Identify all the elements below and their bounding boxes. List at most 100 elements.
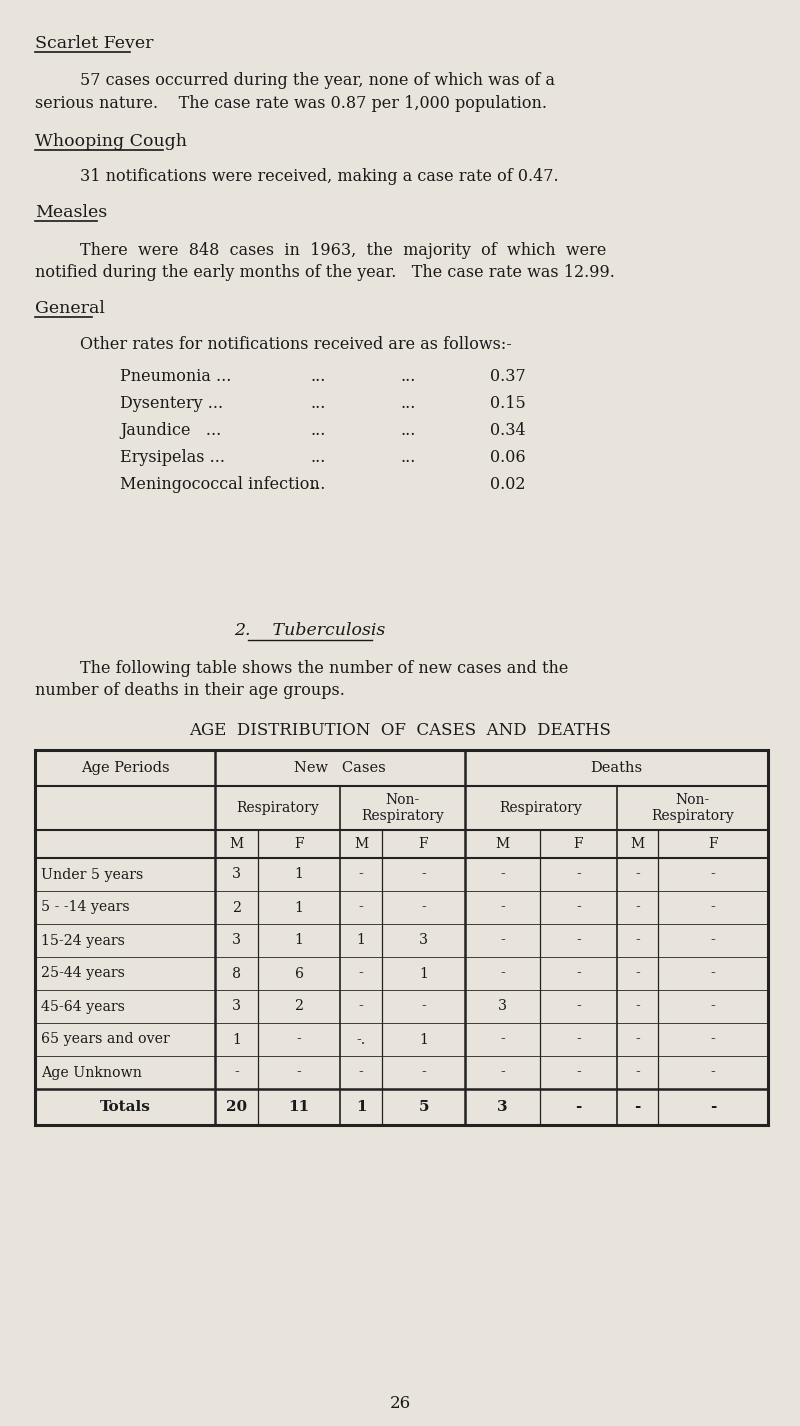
Text: -: - (297, 1065, 302, 1079)
Text: -: - (635, 1032, 640, 1047)
Text: The following table shows the number of new cases and the: The following table shows the number of … (80, 660, 568, 677)
Text: -: - (500, 934, 505, 947)
Text: 0.02: 0.02 (490, 476, 526, 493)
Text: 15-24 years: 15-24 years (41, 934, 125, 947)
Text: Erysipelas ...: Erysipelas ... (120, 449, 225, 466)
Text: -: - (635, 934, 640, 947)
Text: M: M (495, 837, 510, 851)
Text: -: - (710, 934, 715, 947)
Text: 3: 3 (497, 1099, 508, 1114)
Text: 6: 6 (294, 967, 303, 981)
Text: -: - (576, 1000, 581, 1014)
Text: 0.15: 0.15 (490, 395, 526, 412)
Text: -: - (576, 967, 581, 981)
Text: -: - (634, 1099, 641, 1114)
Text: 0.34: 0.34 (490, 422, 526, 439)
Text: 1: 1 (294, 934, 303, 947)
Text: -: - (358, 900, 363, 914)
Text: -: - (710, 1032, 715, 1047)
Text: serious nature.    The case rate was 0.87 per 1,000 population.: serious nature. The case rate was 0.87 p… (35, 96, 547, 113)
Text: -: - (710, 867, 715, 881)
Text: ...: ... (400, 422, 415, 439)
Text: -: - (576, 1032, 581, 1047)
Text: -: - (576, 867, 581, 881)
Text: 1: 1 (357, 934, 366, 947)
Text: Respiratory: Respiratory (236, 801, 319, 816)
Text: 1: 1 (232, 1032, 241, 1047)
Text: -: - (710, 1065, 715, 1079)
Text: ...: ... (310, 368, 326, 385)
Bar (35, 750, 768, 1125)
Text: -.: -. (356, 1032, 366, 1047)
Text: Other rates for notifications received are as follows:-: Other rates for notifications received a… (80, 337, 512, 354)
Text: 2.    Tuberculosis: 2. Tuberculosis (234, 622, 386, 639)
Text: ...: ... (310, 449, 326, 466)
Text: -: - (710, 1000, 715, 1014)
Text: -: - (635, 1065, 640, 1079)
Text: -: - (358, 1000, 363, 1014)
Text: F: F (418, 837, 428, 851)
Text: 1: 1 (294, 867, 303, 881)
Text: -: - (500, 1065, 505, 1079)
Text: 65 years and over: 65 years and over (41, 1032, 170, 1047)
Text: ...: ... (400, 395, 415, 412)
Text: -: - (500, 867, 505, 881)
Text: ...: ... (400, 449, 415, 466)
Text: 3: 3 (232, 867, 241, 881)
Text: -: - (421, 1000, 426, 1014)
Text: -: - (710, 967, 715, 981)
Text: -: - (358, 1065, 363, 1079)
Text: 57 cases occurred during the year, none of which was of a: 57 cases occurred during the year, none … (80, 71, 555, 88)
Text: -: - (421, 867, 426, 881)
Text: F: F (294, 837, 304, 851)
Text: -: - (297, 1032, 302, 1047)
Text: -: - (576, 934, 581, 947)
Text: 3: 3 (232, 1000, 241, 1014)
Text: -: - (358, 967, 363, 981)
Text: 0.37: 0.37 (490, 368, 526, 385)
Text: -: - (500, 1032, 505, 1047)
Text: Non-
Respiratory: Non- Respiratory (361, 793, 444, 823)
Text: AGE  DISTRIBUTION  OF  CASES  AND  DEATHS: AGE DISTRIBUTION OF CASES AND DEATHS (189, 722, 611, 739)
Text: Age Periods: Age Periods (81, 761, 170, 774)
Text: F: F (708, 837, 718, 851)
Text: -: - (575, 1099, 582, 1114)
Text: -: - (576, 900, 581, 914)
Text: -: - (635, 967, 640, 981)
Text: 1: 1 (419, 967, 428, 981)
Text: Deaths: Deaths (590, 761, 642, 774)
Text: Meningococcal infection: Meningococcal infection (120, 476, 320, 493)
Text: -: - (500, 967, 505, 981)
Text: M: M (630, 837, 645, 851)
Text: 26: 26 (390, 1395, 410, 1412)
Text: F: F (574, 837, 583, 851)
Text: -: - (421, 1065, 426, 1079)
Text: 5 - -14 years: 5 - -14 years (41, 900, 130, 914)
Text: -: - (710, 900, 715, 914)
Text: -: - (710, 1099, 716, 1114)
Text: Age Unknown: Age Unknown (41, 1065, 142, 1079)
Text: General: General (35, 299, 105, 317)
Text: Whooping Cough: Whooping Cough (35, 133, 187, 150)
Text: 11: 11 (288, 1099, 310, 1114)
Text: 1: 1 (419, 1032, 428, 1047)
Text: Measles: Measles (35, 204, 107, 221)
Text: 3: 3 (498, 1000, 507, 1014)
Text: Totals: Totals (99, 1099, 150, 1114)
Text: -: - (358, 867, 363, 881)
Text: -: - (234, 1065, 239, 1079)
Text: M: M (354, 837, 368, 851)
Text: 0.06: 0.06 (490, 449, 526, 466)
Text: Dysentery ...: Dysentery ... (120, 395, 223, 412)
Text: Scarlet Fever: Scarlet Fever (35, 36, 154, 51)
Text: 2: 2 (232, 900, 241, 914)
Text: 45-64 years: 45-64 years (41, 1000, 125, 1014)
Text: number of deaths in their age groups.: number of deaths in their age groups. (35, 682, 345, 699)
Text: -: - (635, 900, 640, 914)
Text: 25-44 years: 25-44 years (41, 967, 125, 981)
Text: ...: ... (310, 422, 326, 439)
Text: -: - (635, 867, 640, 881)
Text: -: - (576, 1065, 581, 1079)
Text: Under 5 years: Under 5 years (41, 867, 143, 881)
Text: notified during the early months of the year.   The case rate was 12.99.: notified during the early months of the … (35, 264, 615, 281)
